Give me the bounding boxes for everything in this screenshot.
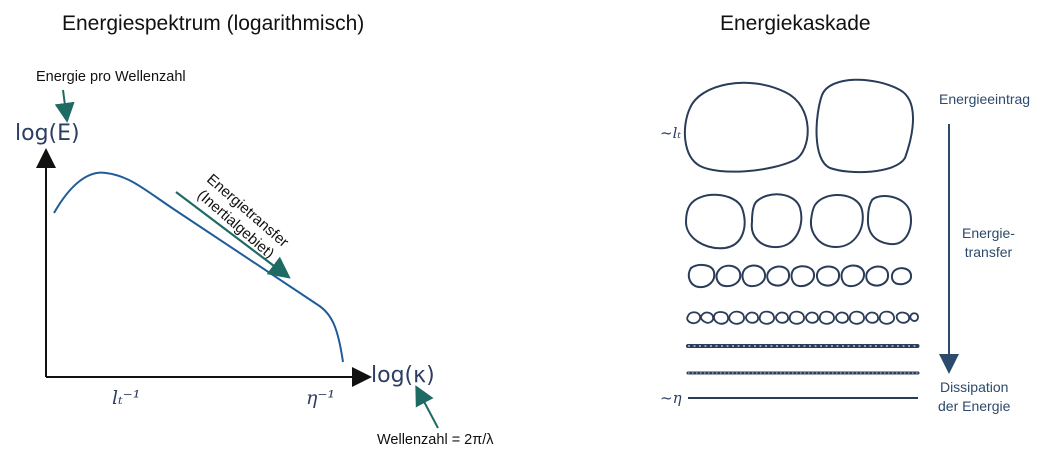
energy-transfer-arrow — [175, 191, 291, 279]
y-axis-label: log(E) — [15, 121, 80, 146]
tiny-eddy — [878, 310, 895, 325]
tiny-eddy — [895, 311, 910, 324]
tiny-eddy — [805, 311, 819, 324]
energy-transfer-stage-line2: transfer — [964, 244, 1013, 260]
energy-input-label: Energieeintrag — [939, 91, 1031, 107]
energy-transfer-stage-label: Energie- transfer — [962, 224, 1015, 262]
tiny-eddy — [745, 311, 759, 324]
kolmogorov-scale-label: ~η — [660, 389, 682, 407]
small-eddy-row — [687, 263, 913, 289]
small-eddy — [890, 267, 913, 286]
tick-lt-inverse: lₜ⁻¹ — [112, 387, 141, 409]
small-eddy — [840, 264, 866, 288]
tiny-eddy — [775, 311, 789, 324]
small-eddy — [687, 263, 716, 289]
wavenumber-label: Wellenzahl = 2π/λ — [377, 432, 494, 448]
tiny-eddy — [818, 310, 835, 325]
tiny-eddy — [835, 311, 849, 324]
dissipation-line2: der Energie — [938, 398, 1011, 414]
large-eddy-scale-label: ~lₜ — [660, 124, 682, 142]
tiny-eddy — [909, 312, 919, 322]
small-eddy — [741, 264, 767, 288]
energy-annotation-arrow — [54, 89, 75, 123]
large-eddy — [815, 78, 914, 174]
small-eddy — [790, 265, 816, 288]
medium-eddy — [866, 195, 912, 246]
tiny-eddy — [758, 310, 775, 325]
large-eddy — [683, 81, 809, 173]
tiny-eddy — [686, 311, 702, 325]
tiny-eddy — [848, 310, 865, 325]
x-axis-label: log(κ) — [371, 363, 435, 388]
spectrum-title: Energiespektrum (logarithmisch) — [62, 12, 365, 35]
small-eddy — [815, 265, 841, 287]
wavenumber-annotation-arrow — [415, 385, 439, 429]
tiny-eddy — [865, 311, 879, 324]
medium-eddy — [684, 193, 746, 250]
dissipation-line1: Dissipation — [939, 379, 1009, 395]
small-eddy — [715, 264, 742, 288]
tiny-eddy-row — [686, 310, 919, 325]
tiny-eddy — [728, 310, 745, 325]
energy-transfer-stage-line1: Energie- — [962, 225, 1015, 241]
small-eddy — [766, 265, 791, 287]
medium-eddy — [809, 193, 864, 249]
small-eddy — [865, 265, 890, 287]
medium-eddy — [750, 193, 803, 249]
tiny-eddy — [788, 310, 805, 325]
tick-eta-inverse: η⁻¹ — [306, 387, 336, 409]
tiny-eddy — [713, 311, 729, 325]
energy-per-wavenumber-label: Energie pro Wellenzahl — [36, 69, 186, 85]
cascade-title: Energiekaskade — [720, 12, 871, 35]
dissipation-label: Dissipation der Energie — [938, 378, 1010, 416]
tiny-eddy — [700, 311, 714, 324]
spectrum-curve — [53, 171, 344, 363]
